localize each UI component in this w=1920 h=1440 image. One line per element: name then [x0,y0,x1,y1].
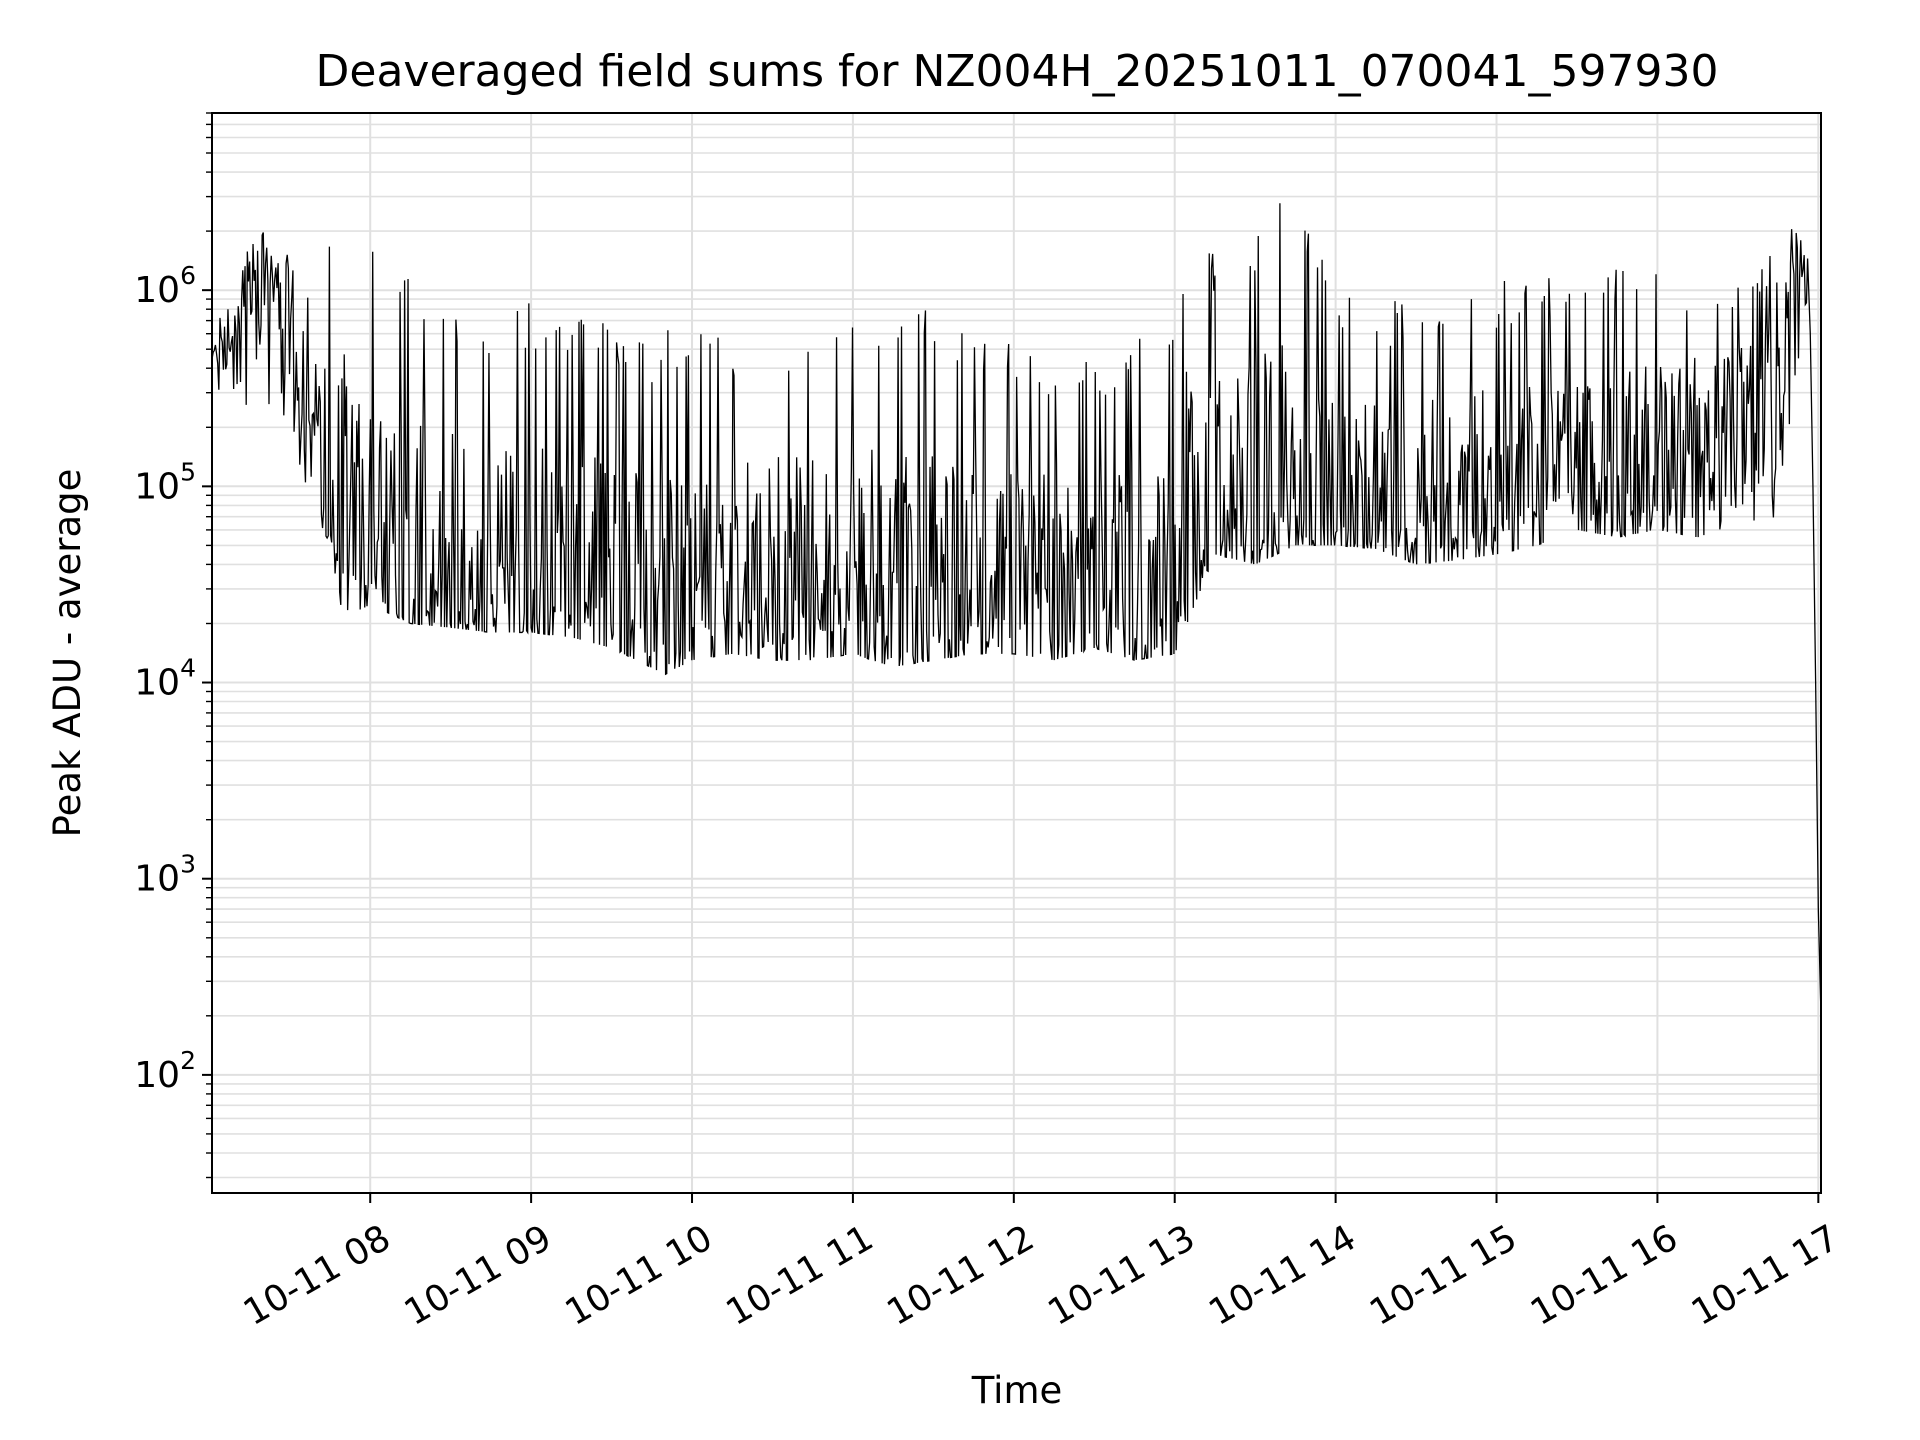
plot-frame [211,112,1822,1194]
y-tick-label: 105 [134,457,196,507]
y-axis: 102 103 104 105 106 [134,112,212,1179]
y-axis-label: Peak ADU - average [46,469,89,838]
x-axis-label: Time [971,1369,1063,1412]
y-tick-label: 103 [134,850,196,900]
y-tick-label: 104 [134,654,196,704]
chart-title: Deaveraged field sums for NZ004H_2025101… [316,46,1719,97]
plot-series [211,203,1822,1100]
plot-grid [212,112,1821,1193]
y-tick-label: 106 [134,261,196,311]
y-tick-label: 102 [134,1046,196,1096]
series-line [211,203,1822,1100]
